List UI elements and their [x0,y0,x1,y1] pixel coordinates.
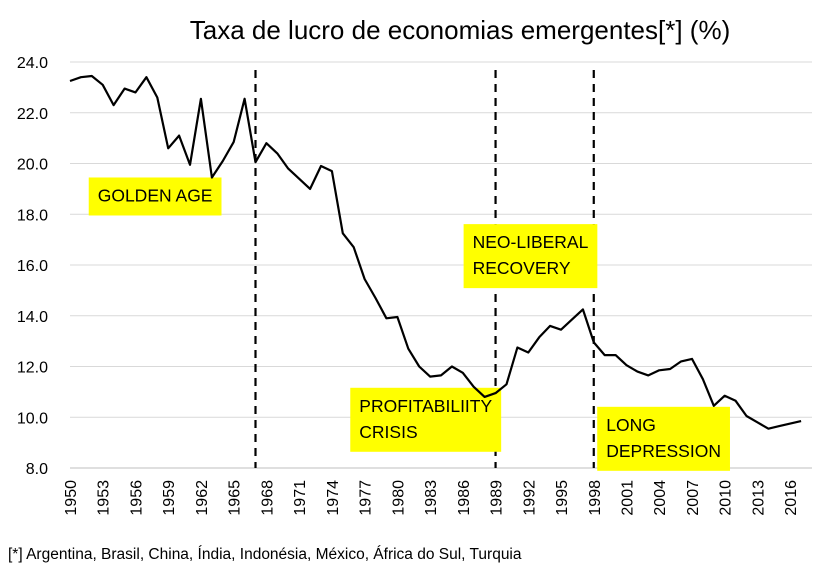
period-annotations: GOLDEN AGE PROFITABILIITY CRISIS NEO-LIBERA… [88,177,730,471]
annotation-3: LONG DEPRESSION [597,406,730,471]
y-tick-label: 12.0 [17,360,48,377]
chart-title: Taxa de lucro de economias emergentes[*]… [190,15,731,45]
x-tick-label: 1965 [227,480,244,516]
annotation-box [463,224,598,289]
series-layer [69,74,802,430]
x-tick-label: 1986 [456,480,473,516]
annotation-1: PROFITABILIITY CRISIS [350,387,502,452]
annotation-label: CRISIS [359,422,417,442]
annotation-0: GOLDEN AGE [88,177,222,216]
y-axis-tick-labels: 8.0 10.0 12.0 14.0 16.0 18.0 20.0 22.0 24.0 [17,55,48,478]
x-axis-tick-labels: 1950 1953 1956 1959 1962 1965 1968 1971 1974 1977… [63,480,800,516]
annotation-label: GOLDEN AGE [98,185,213,205]
x-tick-label: 1959 [161,480,178,516]
x-tick-label: 1968 [259,480,276,516]
x-tick-label: 1989 [489,480,506,516]
y-tick-label: 18.0 [17,207,48,224]
annotation-box [350,387,502,452]
x-tick-label: 1977 [358,480,375,516]
annotation-box [597,406,730,471]
x-tick-label: 1971 [292,480,309,516]
x-tick-label: 2013 [750,480,767,516]
annotation-label: DEPRESSION [606,441,721,461]
annotation-label: RECOVERY [473,258,571,278]
x-tick-label: 1953 [96,480,113,516]
x-tick-label: 1974 [325,480,342,516]
y-tick-label: 24.0 [17,55,48,72]
y-tick-label: 10.0 [17,410,48,427]
x-tick-label: 2007 [685,480,702,516]
annotation-label: LONG [606,415,656,435]
chart-footnote: [*] Argentina, Brasil, China, Índia, Ind… [8,546,522,563]
annotation-label: PROFITABILIITY [359,396,492,416]
x-tick-label: 1995 [554,480,571,516]
x-tick-label: 1992 [521,480,538,516]
y-tick-label: 20.0 [17,157,48,174]
y-tick-label: 22.0 [17,106,48,123]
x-tick-label: 2010 [718,480,735,516]
y-tick-label: 16.0 [17,258,48,275]
x-tick-label: 1956 [128,480,145,516]
series-line-0 [69,74,802,430]
x-tick-label: 2004 [652,480,669,516]
annotation-2: NEO-LIBERAL RECOVERY [463,224,598,289]
x-tick-label: 1998 [587,480,604,516]
annotation-label: NEO-LIBERAL [473,232,589,252]
x-tick-label: 1980 [390,480,407,516]
x-tick-label: 2001 [620,480,637,516]
x-tick-label: 1983 [423,480,440,516]
annotation-box [88,177,222,216]
x-tick-label: 1950 [63,480,80,516]
y-tick-label: 14.0 [17,309,48,326]
x-tick-label: 1962 [194,480,211,516]
x-tick-label: 2016 [783,480,800,516]
y-tick-label: 8.0 [26,461,48,478]
